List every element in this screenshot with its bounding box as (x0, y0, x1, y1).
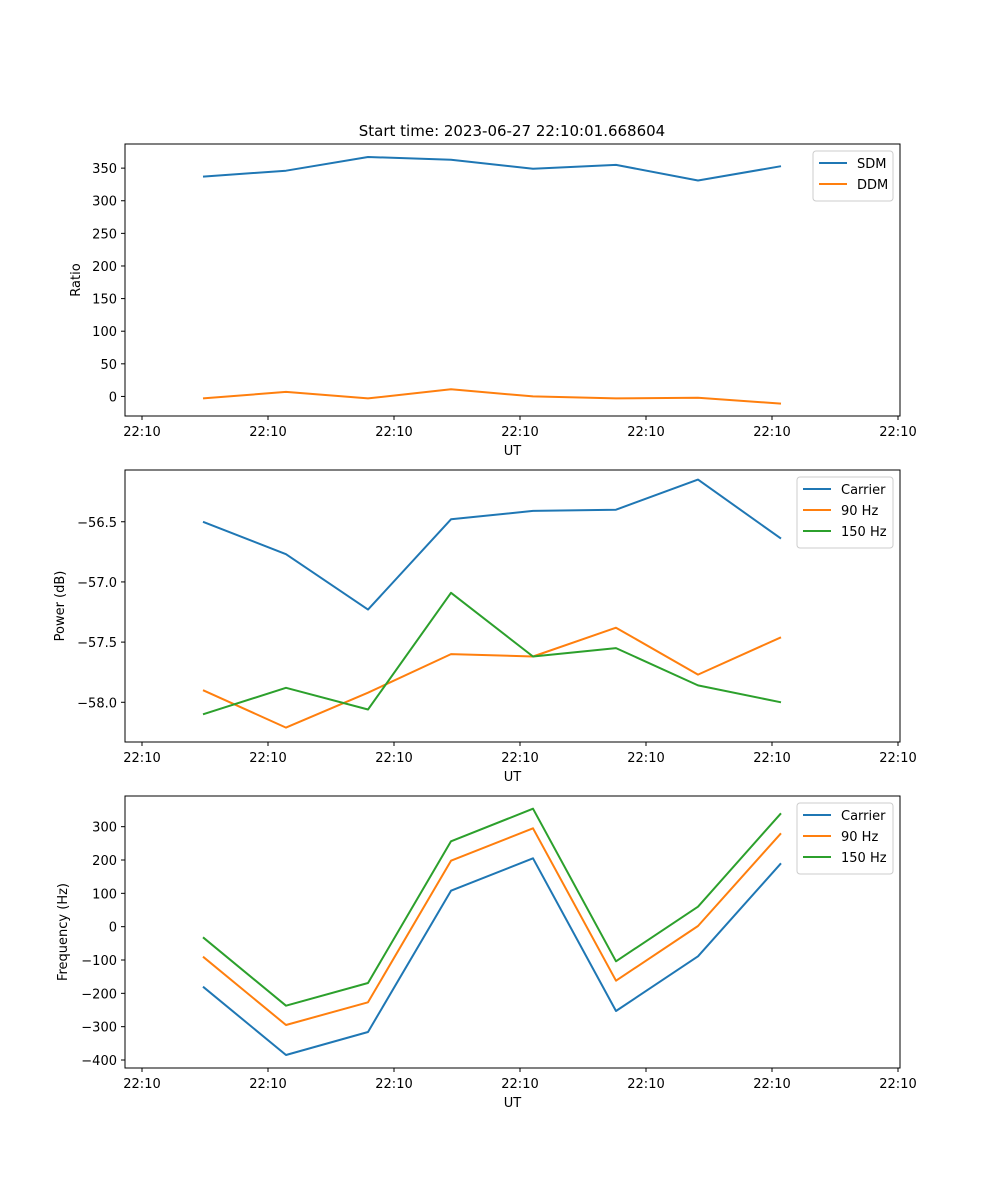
x-axis-label: UT (504, 770, 522, 785)
legend-label: 90 Hz (841, 504, 878, 519)
y-tick-label: −56.5 (77, 516, 117, 531)
x-tick-label: 22:10 (753, 751, 790, 766)
x-tick-label: 22:10 (753, 1077, 790, 1092)
series-line-150-hz (202, 807, 782, 1007)
y-tick-label: 0 (109, 390, 117, 405)
legend-label: Carrier (841, 809, 886, 824)
y-tick-label: 200 (92, 260, 117, 275)
y-tick-label: 100 (92, 325, 117, 340)
plot-frame (124, 143, 901, 417)
x-tick-label: 22:10 (123, 751, 160, 766)
y-tick-label: −400 (81, 1054, 117, 1069)
y-tick-label: −57.5 (77, 636, 117, 651)
y-tick-label: 300 (92, 821, 117, 836)
x-tick-label: 22:10 (753, 425, 790, 440)
x-tick-label: 22:10 (375, 425, 412, 440)
x-tick-label: 22:10 (501, 425, 538, 440)
legend: SDM DDM (812, 150, 894, 202)
legend-label: 150 Hz (841, 851, 887, 866)
y-tick-label: 100 (92, 887, 117, 902)
x-tick-label: 22:10 (627, 1077, 664, 1092)
legend-label: Carrier (841, 483, 886, 498)
figure-title: Start time: 2023-06-27 22:10:01.668604 (359, 122, 665, 140)
y-tick-label: −300 (81, 1021, 117, 1036)
chart-panel-2: 22:10 22:10 22:10 22:10 22:10 22:10 22:10 −58.0… (53, 469, 917, 785)
legend: Carrier 90 Hz 150 Hz (796, 476, 894, 549)
x-tick-label: 22:10 (879, 751, 916, 766)
x-axis-label: UT (504, 1096, 522, 1111)
y-tick-label: 300 (92, 195, 117, 210)
x-tick-label: 22:10 (627, 751, 664, 766)
y-tick-label: 250 (92, 227, 117, 242)
x-tick-label: 22:10 (123, 425, 160, 440)
series-line-ddm (202, 388, 782, 405)
y-tick-label: 200 (92, 854, 117, 869)
x-tick-label: 22:10 (879, 425, 916, 440)
x-tick-label: 22:10 (501, 1077, 538, 1092)
legend-label: 90 Hz (841, 830, 878, 845)
series-line-90-hz (202, 626, 782, 729)
series-line-sdm (202, 156, 782, 182)
x-tick-label: 22:10 (123, 1077, 160, 1092)
panels: 22:10 22:10 22:10 22:10 22:10 22:10 22:10 0 50 10… (53, 143, 917, 1111)
x-tick-label: 22:10 (501, 751, 538, 766)
chart-panel-1: 22:10 22:10 22:10 22:10 22:10 22:10 22:10 0 50 10… (69, 143, 917, 459)
legend-label: SDM (857, 157, 886, 172)
y-tick-label: 50 (100, 358, 117, 373)
y-tick-label: 0 (109, 921, 117, 936)
chart-panel-3: 22:10 22:10 22:10 22:10 22:10 22:10 22:10 −400 −… (56, 795, 917, 1111)
x-tick-label: 22:10 (249, 751, 286, 766)
y-tick-label: 350 (92, 162, 117, 177)
legend-label: 150 Hz (841, 525, 887, 540)
y-axis-label: Ratio (69, 263, 84, 296)
y-axis-label: Power (dB) (53, 571, 68, 642)
x-tick-label: 22:10 (249, 1077, 286, 1092)
x-axis-label: UT (504, 444, 522, 459)
x-tick-label: 22:10 (375, 1077, 412, 1092)
y-tick-label: −200 (81, 987, 117, 1002)
series-line-carrier (202, 478, 782, 611)
y-axis-label: Frequency (Hz) (56, 883, 71, 981)
y-tick-label: −57.0 (77, 576, 117, 591)
x-tick-label: 22:10 (879, 1077, 916, 1092)
x-tick-label: 22:10 (249, 425, 286, 440)
plot-frame (124, 469, 901, 743)
plot-frame (124, 795, 901, 1069)
series-line-150-hz (202, 591, 782, 716)
legend: Carrier 90 Hz 150 Hz (796, 802, 894, 875)
series-line-90-hz (202, 827, 782, 1026)
y-tick-label: −58.0 (77, 696, 117, 711)
x-tick-label: 22:10 (627, 425, 664, 440)
series-line-carrier (202, 857, 782, 1056)
y-tick-label: −100 (81, 954, 117, 969)
y-tick-label: 150 (92, 293, 117, 308)
legend-label: DDM (857, 178, 888, 193)
x-tick-label: 22:10 (375, 751, 412, 766)
